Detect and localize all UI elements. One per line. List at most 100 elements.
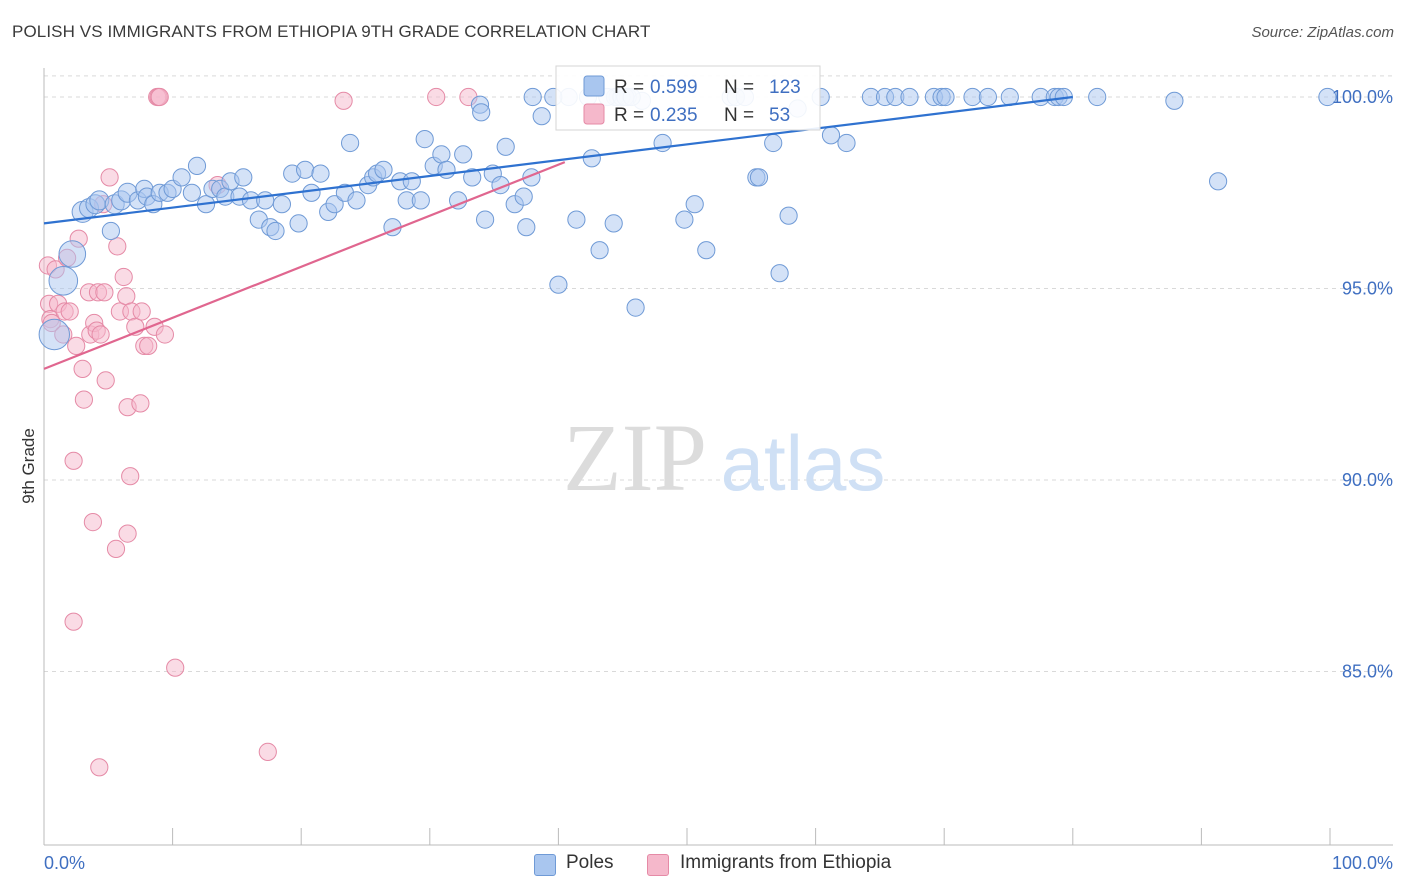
poles-point: [58, 240, 87, 268]
poles-point: [463, 168, 482, 187]
ethiopia-point: [427, 87, 446, 107]
poles-point: [936, 87, 955, 107]
legend-swatch-ethiopia: [647, 854, 669, 876]
ethiopia-point: [139, 336, 158, 355]
poles-point: [325, 195, 344, 214]
poles-point: [432, 145, 451, 164]
poles-point: [770, 264, 789, 283]
ethiopia-point: [100, 168, 119, 187]
poles-point: [604, 214, 623, 233]
ethiopia-point: [131, 394, 150, 413]
y-tick-label: 95.0%: [1342, 279, 1393, 299]
poles-point: [296, 160, 315, 179]
legend-n-label: N =: [724, 105, 754, 126]
x-tick-label: 0.0%: [44, 853, 85, 873]
series-immigrants-from-ethiopia: [38, 87, 478, 777]
poles-point: [496, 137, 515, 156]
poles-point: [837, 133, 856, 153]
ethiopia-trendline: [43, 161, 566, 370]
ethiopia-point: [155, 325, 174, 344]
poles-point: [38, 318, 70, 351]
ethiopia-point: [121, 467, 140, 486]
ethiopia-point: [74, 390, 94, 409]
ethiopia-point: [258, 742, 277, 762]
legend-label-poles: Poles: [566, 852, 614, 873]
poles-point: [302, 183, 321, 202]
ethiopia-point: [114, 267, 133, 287]
poles-point: [532, 107, 551, 126]
poles-point: [272, 195, 291, 214]
y-tick-label: 100.0%: [1332, 87, 1393, 107]
poles-point: [517, 218, 536, 237]
ethiopia-point: [60, 302, 79, 321]
ethiopia-point: [73, 359, 92, 378]
poles-point: [402, 172, 421, 191]
poles-point: [411, 191, 430, 210]
watermark-zip: ZIP: [563, 404, 707, 511]
poles-point: [900, 87, 919, 107]
poles-point: [454, 145, 473, 164]
legend-r-value: 0.599: [650, 77, 698, 98]
legend-label-ethiopia: Immigrants from Ethiopia: [680, 852, 892, 873]
poles-point: [341, 133, 360, 153]
poles-point: [626, 298, 645, 317]
ethiopia-point: [150, 87, 169, 107]
poles-point: [590, 241, 609, 260]
poles-point: [187, 156, 207, 175]
legend-r-value: 0.235: [650, 105, 698, 126]
legend-n-value: 123: [769, 77, 801, 98]
poles-point: [1209, 172, 1228, 191]
ethiopia-point: [334, 91, 353, 110]
poles-point: [523, 87, 542, 107]
ethiopia-point: [132, 302, 151, 321]
legend-swatch-poles: [534, 854, 556, 876]
chart-source: Source: ZipAtlas.com: [1251, 24, 1394, 41]
poles-point: [1088, 87, 1107, 107]
ethiopia-point: [96, 371, 115, 390]
y-tick-label: 85.0%: [1342, 662, 1393, 682]
poles-point: [821, 126, 841, 145]
gridlines: [44, 75, 1393, 672]
poles-point: [685, 195, 704, 214]
poles-point: [289, 214, 308, 233]
ethiopia-point: [67, 336, 86, 355]
poles-point: [749, 168, 769, 187]
ethiopia-point: [106, 539, 126, 559]
legend-n-label: N =: [724, 77, 754, 98]
ethiopia-point: [95, 283, 114, 302]
ethiopia-point: [91, 325, 110, 344]
ethiopia-point: [118, 524, 137, 543]
legend-n-value: 53: [769, 105, 790, 126]
trendlines: [43, 95, 1073, 370]
poles-point: [266, 221, 285, 241]
poles-point: [567, 210, 586, 229]
poles-point: [978, 87, 998, 107]
poles-point: [234, 168, 253, 187]
x-tick-label: 100.0%: [1332, 853, 1393, 873]
ethiopia-point: [64, 451, 83, 470]
poles-point: [415, 130, 434, 149]
ethiopia-point: [166, 658, 185, 677]
poles-point: [472, 103, 491, 122]
ethiopia-point: [90, 758, 109, 777]
poles-trendline: [43, 95, 1073, 225]
poles-point: [374, 160, 393, 179]
y-axis-label: 9th Grade: [19, 428, 38, 504]
y-tick-label: 90.0%: [1342, 470, 1393, 490]
bottom-legend: Poles Immigrants from Ethiopia: [0, 850, 1406, 880]
axes: [43, 68, 1393, 846]
watermark-atlas: atlas: [721, 419, 886, 507]
watermark: ZIP atlas: [563, 404, 885, 511]
tick-labels: 85.0% 90.0% 95.0% 100.0% 0.0% 100.0%: [44, 87, 1393, 873]
poles-point: [1318, 87, 1337, 107]
correlation-legend: R = 0.599 N = 123 R = 0.235 N = 53: [555, 65, 821, 131]
poles-point: [764, 133, 783, 153]
poles-point: [347, 191, 366, 210]
poles-point: [1165, 91, 1184, 110]
poles-point: [476, 210, 495, 229]
poles-point: [48, 266, 79, 296]
poles-point: [963, 87, 982, 107]
ethiopia-point: [117, 287, 136, 306]
legend-swatch-ethiopia: [583, 103, 605, 125]
legend-r-label: R =: [614, 77, 644, 98]
